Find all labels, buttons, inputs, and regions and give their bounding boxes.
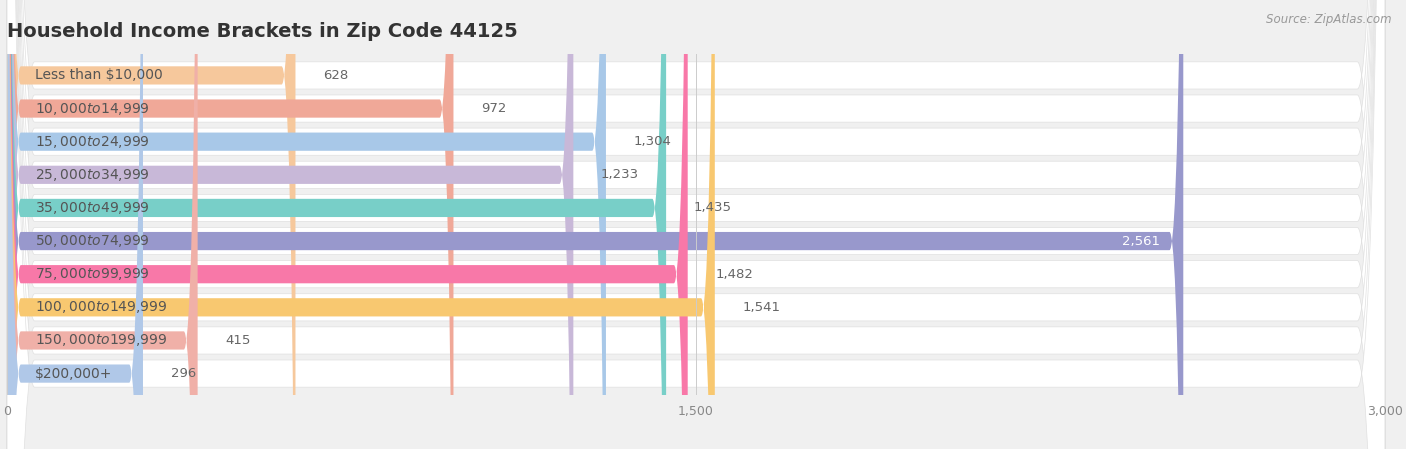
FancyBboxPatch shape [7,0,1385,449]
FancyBboxPatch shape [7,0,295,449]
Text: 296: 296 [170,367,195,380]
Text: $25,000 to $34,999: $25,000 to $34,999 [35,167,149,183]
FancyBboxPatch shape [7,0,1385,449]
Text: Household Income Brackets in Zip Code 44125: Household Income Brackets in Zip Code 44… [7,22,517,41]
Text: $150,000 to $199,999: $150,000 to $199,999 [35,332,167,348]
FancyBboxPatch shape [7,0,1385,449]
FancyBboxPatch shape [7,0,688,449]
Text: $10,000 to $14,999: $10,000 to $14,999 [35,101,149,117]
Text: 972: 972 [481,102,506,115]
FancyBboxPatch shape [7,0,454,449]
FancyBboxPatch shape [7,0,1385,449]
Text: Source: ZipAtlas.com: Source: ZipAtlas.com [1267,13,1392,26]
FancyBboxPatch shape [7,0,1385,449]
Text: $200,000+: $200,000+ [35,366,112,381]
Text: $35,000 to $49,999: $35,000 to $49,999 [35,200,149,216]
Text: 1,435: 1,435 [693,202,731,215]
Text: $100,000 to $149,999: $100,000 to $149,999 [35,299,167,315]
Text: $15,000 to $24,999: $15,000 to $24,999 [35,134,149,150]
Text: 2,561: 2,561 [1122,234,1160,247]
FancyBboxPatch shape [7,0,198,449]
FancyBboxPatch shape [7,0,143,449]
FancyBboxPatch shape [7,0,1385,449]
Text: 1,482: 1,482 [716,268,754,281]
Text: Less than $10,000: Less than $10,000 [35,68,162,83]
FancyBboxPatch shape [7,0,714,449]
Text: $75,000 to $99,999: $75,000 to $99,999 [35,266,149,282]
FancyBboxPatch shape [7,0,1385,449]
FancyBboxPatch shape [7,0,1184,449]
FancyBboxPatch shape [7,0,1385,449]
FancyBboxPatch shape [7,0,1385,449]
FancyBboxPatch shape [7,0,1385,449]
Text: 628: 628 [323,69,349,82]
Text: $50,000 to $74,999: $50,000 to $74,999 [35,233,149,249]
Text: 415: 415 [225,334,250,347]
Text: 1,541: 1,541 [742,301,780,314]
Text: 1,304: 1,304 [634,135,672,148]
FancyBboxPatch shape [7,0,666,449]
FancyBboxPatch shape [7,0,574,449]
Text: 1,233: 1,233 [600,168,638,181]
FancyBboxPatch shape [7,0,606,449]
